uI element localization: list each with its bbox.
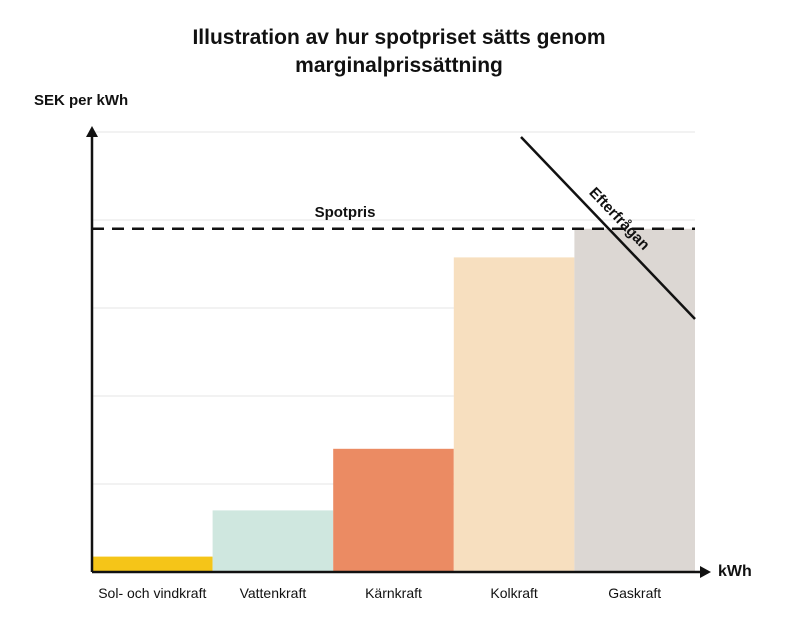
x-axis-label: kWh — [718, 563, 752, 580]
x-tick-label: Vattenkraft — [240, 585, 307, 601]
bar — [92, 556, 213, 572]
chart-title-line-2: marginalprissättning — [295, 54, 503, 77]
bar — [574, 228, 695, 573]
bar — [212, 510, 334, 572]
x-tick-label: Gaskraft — [608, 585, 661, 601]
demand-line — [520, 136, 696, 320]
y-axis-label: SEK per kWh — [34, 92, 129, 109]
x-tick-label: Kärnkraft — [365, 585, 422, 601]
bar — [333, 448, 454, 572]
x-axis-arrow — [700, 566, 711, 578]
y-axis-arrow — [86, 126, 98, 137]
spot-price-label: Spotpris — [315, 204, 376, 221]
chart-title: Illustration av hur spotpriset sätts gen… — [0, 24, 798, 80]
x-tick-label: Kolkraft — [490, 585, 538, 601]
x-tick-label: Sol- och vindkraft — [98, 585, 206, 601]
bar — [453, 257, 575, 572]
chart-title-line-1: Illustration av hur spotpriset sätts gen… — [192, 26, 606, 49]
